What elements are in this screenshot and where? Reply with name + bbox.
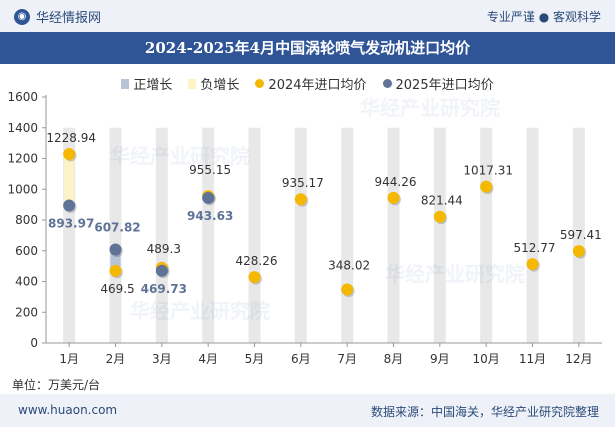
point-2025 bbox=[109, 243, 122, 256]
data-label-2024: 428.26 bbox=[236, 254, 278, 268]
x-tick-label: 12月 bbox=[565, 352, 592, 366]
x-tick-label: 4月 bbox=[198, 352, 218, 366]
x-tick-label: 6月 bbox=[291, 352, 311, 366]
data-label-2024: 935.17 bbox=[282, 176, 324, 190]
y-tick-label: 1600 bbox=[7, 90, 38, 104]
legend-item-negative[interactable]: 负增长 bbox=[188, 74, 239, 93]
month-band bbox=[294, 127, 307, 343]
brand-logo[interactable]: ◉ 华经情报网 bbox=[14, 7, 101, 26]
y-tick-label: 200 bbox=[15, 305, 38, 319]
brand-mark-icon: ◉ bbox=[14, 8, 30, 25]
month-band bbox=[155, 127, 168, 343]
legend-item-positive[interactable]: 正增长 bbox=[121, 74, 172, 93]
point-2024 bbox=[248, 271, 261, 284]
chart-plot: 0 200 400 600 800 1000 1200 1400 1600 1月 2月 3月 4月 5月 6… bbox=[7, 90, 602, 366]
y-tick-label: 1000 bbox=[7, 182, 38, 196]
month-band bbox=[433, 127, 446, 343]
data-label-2025: 469.73 bbox=[141, 282, 187, 296]
chart-title: 2024-2025年4月中国涡轮喷气发动机进口均价 bbox=[144, 39, 471, 57]
month-band bbox=[109, 127, 122, 343]
footer-url[interactable]: www.huaon.com bbox=[18, 403, 118, 417]
point-2024 bbox=[109, 264, 122, 277]
point-2024 bbox=[480, 180, 493, 193]
data-label-2024: 489.3 bbox=[147, 242, 181, 256]
title-bar: 2024-2025年4月中国涡轮喷气发动机进口均价 bbox=[0, 32, 615, 64]
data-label-2024: 1017.31 bbox=[463, 164, 513, 178]
data-label-2024: 469.5 bbox=[100, 282, 134, 296]
point-2024 bbox=[63, 148, 76, 161]
x-tick-label: 8月 bbox=[384, 352, 404, 366]
month-band bbox=[526, 127, 539, 343]
top-banner: ◉ 华经情报网 专业严谨 ● 客观科学 bbox=[0, 0, 615, 32]
y-tick-label: 600 bbox=[15, 244, 38, 258]
data-label-2025: 893.97 bbox=[48, 217, 94, 231]
data-label-2024: 348.02 bbox=[328, 258, 370, 272]
data-label-2025: 943.63 bbox=[187, 209, 233, 223]
point-2024 bbox=[526, 258, 539, 271]
footer-source: 数据来源：中国海关，华经产业研究院整理 bbox=[370, 405, 599, 419]
y-tick-label: 400 bbox=[15, 275, 38, 289]
point-2024 bbox=[572, 245, 585, 258]
point-2025 bbox=[202, 191, 215, 204]
month-band bbox=[202, 127, 215, 343]
tagline: 专业严谨 ● 客观科学 bbox=[486, 10, 601, 24]
point-2024 bbox=[341, 283, 354, 296]
x-tick-label: 3月 bbox=[152, 352, 172, 366]
point-2025 bbox=[155, 264, 168, 277]
point-2024 bbox=[387, 191, 400, 204]
brand-name: 华经情报网 bbox=[36, 11, 102, 26]
data-label-2024: 597.41 bbox=[560, 228, 602, 242]
x-tick-label: 9月 bbox=[430, 352, 450, 366]
point-2024 bbox=[433, 210, 446, 223]
legend-label-2025: 2025年进口均价 bbox=[395, 78, 494, 93]
legend-label-negative: 负增长 bbox=[200, 78, 240, 93]
month-band bbox=[572, 127, 585, 343]
month-band bbox=[480, 127, 493, 343]
footer-bar: www.huaon.com 数据来源：中国海关，华经产业研究院整理 bbox=[0, 394, 615, 427]
x-tick-label: 1月 bbox=[59, 352, 79, 366]
month-band bbox=[341, 127, 354, 343]
legend-swatch-2025 bbox=[382, 79, 392, 88]
data-label-2024: 512.77 bbox=[514, 241, 556, 255]
legend-label-positive: 正增长 bbox=[133, 78, 173, 93]
legend-swatch-negative bbox=[188, 78, 197, 89]
legend-swatch-2024 bbox=[255, 79, 265, 88]
month-band bbox=[387, 127, 400, 343]
legend-item-2024[interactable]: 2024年进口均价 bbox=[255, 74, 367, 93]
data-label-2024: 821.44 bbox=[421, 194, 463, 208]
x-tick-label: 2月 bbox=[106, 352, 126, 366]
data-label-2025: 607.82 bbox=[94, 221, 140, 235]
y-tick-label: 0 bbox=[30, 336, 38, 350]
y-tick-label: 1400 bbox=[7, 121, 38, 135]
x-tick-label: 11月 bbox=[519, 352, 546, 366]
chart-legend: 正增长 负增长 2024年进口均价 2025年进口均价 bbox=[0, 74, 615, 93]
legend-swatch-positive bbox=[121, 78, 130, 89]
month-band bbox=[248, 127, 261, 343]
unit-label: 单位：万美元/台 bbox=[12, 378, 101, 392]
negative-change-bar bbox=[64, 154, 75, 206]
point-2024 bbox=[294, 193, 307, 206]
data-label-2024: 944.26 bbox=[375, 175, 417, 189]
data-label-2024: 1228.94 bbox=[46, 131, 96, 145]
x-tick-label: 5月 bbox=[245, 352, 265, 366]
x-tick-label: 10月 bbox=[473, 352, 500, 366]
legend-item-2025[interactable]: 2025年进口均价 bbox=[382, 74, 494, 93]
legend-label-2024: 2024年进口均价 bbox=[268, 78, 367, 93]
data-label-2024: 955.15 bbox=[189, 163, 231, 177]
y-tick-label: 1200 bbox=[7, 152, 38, 166]
point-2025 bbox=[63, 199, 76, 212]
x-tick-label: 7月 bbox=[337, 352, 357, 366]
y-tick-label: 800 bbox=[15, 213, 38, 227]
positive-change-bar bbox=[110, 249, 121, 271]
